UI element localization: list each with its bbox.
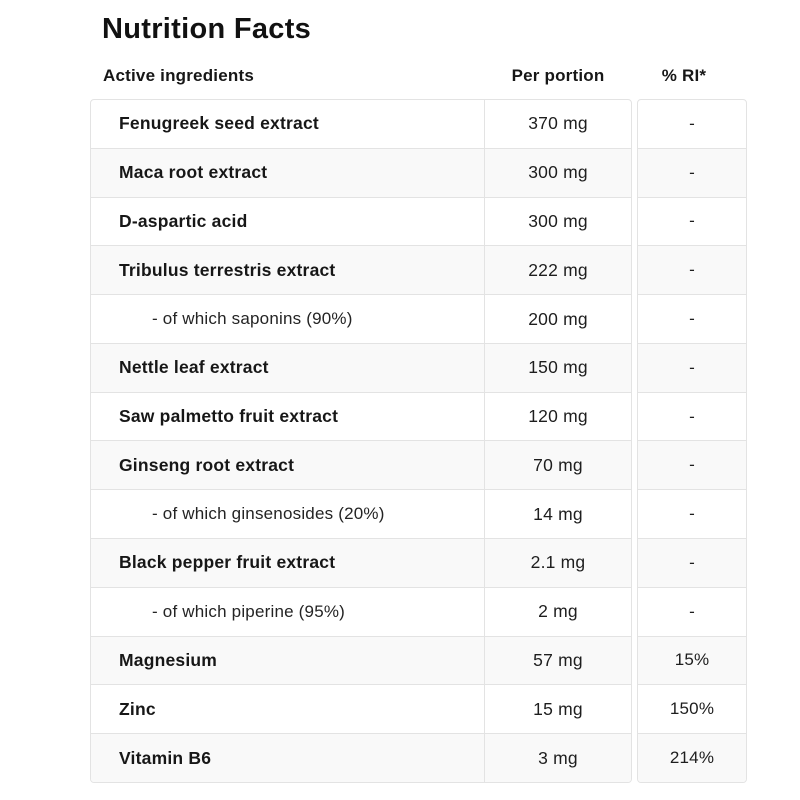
table-row: Nettle leaf extract 150 mg [91,343,631,393]
table-row: Vitamin B6 3 mg [91,734,631,782]
ri-value: - [638,490,746,540]
table-row: D-aspartic acid 300 mg [91,197,631,247]
table-row: Magnesium 57 mg [91,636,631,686]
ingredient-name: Vitamin B6 [119,747,212,768]
column-header-active-ingredients: Active ingredients [103,66,254,85]
table-row: - of which saponins (90%) 200 mg [91,295,631,344]
table-row: Fenugreek seed extract 370 mg [91,100,631,149]
ingredient-name: Magnesium [119,649,218,670]
table-row: Black pepper fruit extract 2.1 mg [91,539,631,588]
ri-column: - - - - - - - - - - -15% 150% 214% [637,99,747,783]
ingredient-amount: 3 mg [484,734,631,782]
ingredient-name: - of which piperine (95%) [152,601,346,621]
ingredient-name: - of which ginsenosides (20%) [152,504,385,524]
ingredient-amount: 300 mg [484,148,631,197]
ingredient-amount: 200 mg [484,295,631,343]
ingredient-amount: 120 mg [484,392,631,441]
table-row: Zinc 15 mg [91,685,631,735]
ingredient-amount: 15 mg [484,685,631,734]
ingredient-amount: 2 mg [484,587,631,636]
ingredient-name: Saw palmetto fruit extract [119,406,339,427]
ri-value: - [638,295,746,344]
table-row: Tribulus terrestris extract 222 mg [91,246,631,296]
ingredient-name: Zinc [119,698,156,719]
table-row: Maca root extract 300 mg [91,148,631,198]
ri-value: - [638,441,746,491]
column-header-ri: % RI* [661,66,707,85]
main-table: Fenugreek seed extract 370 mg Maca root … [90,99,632,783]
ingredient-amount: 70 mg [484,441,631,490]
ri-value: - [638,588,746,637]
ri-value: - [638,148,746,198]
ingredient-amount: 57 mg [484,636,631,685]
table-row: Ginseng root extract 70 mg [91,441,631,491]
ingredient-name: Black pepper fruit extract [119,552,336,573]
ingredient-amount: 370 mg [484,100,631,148]
ingredient-amount: 300 mg [484,197,631,246]
ri-value: - [638,539,746,588]
ingredient-name: D-aspartic acid [119,210,248,231]
ri-value: 150% [638,685,746,735]
ri-value: - [638,100,746,149]
ingredient-amount: 222 mg [484,246,631,295]
page-title: Nutrition Facts [102,13,312,45]
ri-value: - [638,198,746,247]
ri-value: - [638,343,746,393]
ingredient-name: Nettle leaf extract [119,357,269,378]
nutrition-table: Fenugreek seed extract 370 mg Maca root … [90,99,747,783]
ri-value: 15% [638,636,746,686]
ri-value: 214% [638,734,746,782]
ingredient-name: Ginseng root extract [119,454,295,475]
table-row: Saw palmetto fruit extract 120 mg [91,392,631,442]
ingredient-amount: 150 mg [484,343,631,392]
ingredient-name: Tribulus terrestris extract [119,259,336,280]
ingredient-name: Maca root extract [119,162,268,183]
table-row: - of which piperine (95%) 2 mg [91,587,631,637]
ingredient-amount: 2.1 mg [484,539,631,587]
table-row: - of which ginsenosides (20%) 14 mg [91,490,631,540]
ingredient-name: - of which saponins (90%) [152,309,353,329]
column-header-per-portion: Per portion [511,66,605,85]
ingredient-name: Fenugreek seed extract [119,113,319,134]
ri-value: - [638,393,746,442]
table-header-row: Active ingredients Per portion % RI* [90,66,747,86]
ingredient-amount: 14 mg [484,490,631,539]
ri-value: - [638,246,746,296]
